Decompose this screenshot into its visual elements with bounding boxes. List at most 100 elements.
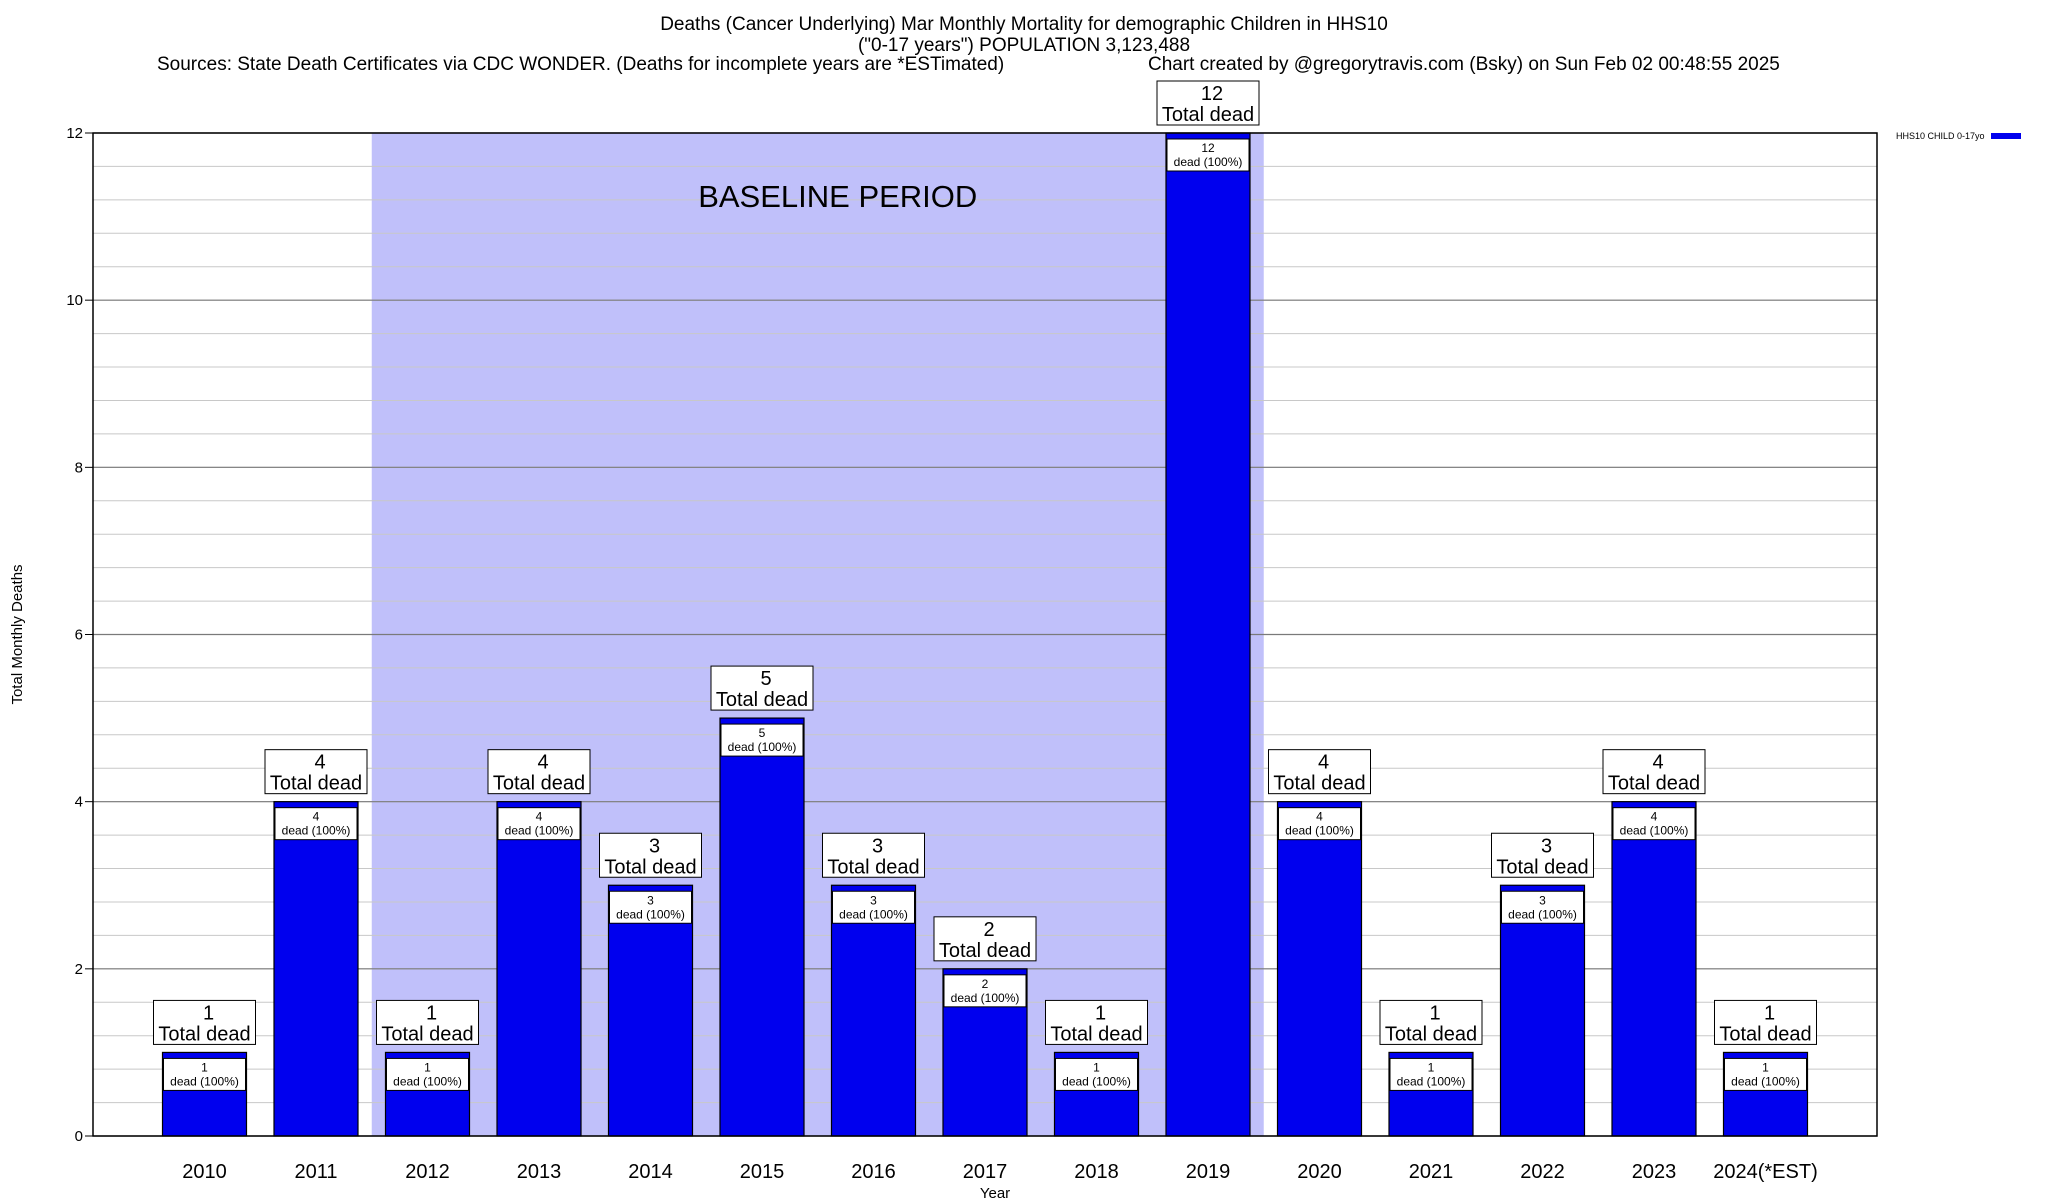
title-line-1: Deaths (Cancer Underlying) Mar Monthly M…: [660, 14, 1388, 35]
inner-label-box: [386, 1057, 469, 1091]
x-tick-label: 2013: [517, 1161, 562, 1183]
x-tick-label: 2015: [740, 1161, 785, 1183]
bar-2015: [719, 717, 805, 1137]
inner-value-label: 2: [982, 977, 989, 991]
x-tick-label: 2021: [1409, 1161, 1454, 1183]
inner-percent-label: dead (100%): [1620, 824, 1689, 838]
total-dead-label: Total dead: [1050, 1023, 1142, 1045]
total-label-box: [1379, 999, 1483, 1045]
x-tick-label: 2019: [1186, 1161, 1231, 1183]
inner-label-box: [1612, 807, 1696, 841]
inner-percent-label: dead (100%): [170, 1074, 239, 1088]
total-label-box: [599, 832, 702, 878]
total-dead-label: Total dead: [1162, 104, 1254, 126]
inner-label-box: [1278, 807, 1361, 841]
inner-percent-label: dead (100%): [951, 991, 1020, 1005]
total-value-label: 1: [426, 1002, 437, 1024]
inner-label-box: [497, 807, 581, 841]
inner-percent-label: dead (100%): [505, 824, 574, 838]
inner-label-box: [274, 807, 358, 841]
inner-percent-label: dead (100%): [728, 740, 797, 754]
x-tick-label: 2024(*EST): [1713, 1161, 1818, 1183]
total-value-label: 4: [537, 752, 548, 774]
inner-value-label: 3: [647, 893, 654, 907]
inner-label-box: [609, 890, 692, 924]
total-dead-label: Total dead: [604, 856, 696, 878]
bar-2016: [830, 884, 917, 1137]
total-value-label: 12: [1201, 83, 1223, 105]
total-label-box: [1268, 749, 1371, 795]
y-tick-label: 8: [75, 459, 83, 476]
x-tick-label: 2011: [294, 1161, 337, 1183]
total-label-box: [1045, 999, 1148, 1045]
x-tick-label: 2020: [1297, 1161, 1342, 1183]
inner-value-label: 4: [1316, 810, 1323, 824]
title-line-2: ("0-17 years") POPULATION 3,123,488: [857, 35, 1191, 56]
x-tick-label: 2016: [851, 1161, 896, 1183]
x-axis-label: Year: [980, 1185, 1010, 1200]
y-tick-label: 4: [75, 794, 83, 811]
y-tick-label: 10: [66, 292, 83, 309]
total-dead-label: Total dead: [381, 1023, 473, 1045]
inner-value-label: 1: [1428, 1060, 1435, 1074]
total-dead-label: Total dead: [716, 689, 808, 711]
inner-percent-label: dead (100%): [1062, 1074, 1131, 1088]
legend: HHS10 CHILD 0-17yo: [1896, 131, 2021, 141]
total-dead-label: Total dead: [939, 940, 1031, 962]
total-dead-label: Total dead: [270, 773, 362, 795]
inner-value-label: 4: [1651, 810, 1658, 824]
inner-value-label: 12: [1201, 141, 1215, 155]
inner-label-box: [1166, 138, 1250, 172]
inner-value-label: 1: [424, 1060, 431, 1074]
total-label-box: [376, 999, 479, 1045]
inner-value-label: 3: [1539, 893, 1546, 907]
inner-label-box: [720, 723, 804, 757]
total-dead-label: Total dead: [1273, 773, 1365, 795]
legend-label: HHS10 CHILD 0-17yo: [1896, 131, 1985, 141]
total-value-label: 1: [1764, 1002, 1775, 1024]
total-label-box: [487, 749, 591, 795]
inner-value-label: 1: [201, 1060, 208, 1074]
inner-value-label: 3: [870, 893, 877, 907]
x-tick-label: 2014: [628, 1161, 673, 1183]
x-tick-label: 2018: [1074, 1161, 1119, 1183]
total-label-box: [1714, 999, 1817, 1045]
inner-value-label: 1: [1762, 1060, 1769, 1074]
inner-value-label: 4: [536, 810, 543, 824]
y-tick-label: 12: [66, 125, 83, 142]
total-label-box: [153, 999, 256, 1045]
inner-value-label: 4: [313, 810, 320, 824]
total-label-box: [822, 832, 925, 878]
total-dead-label: Total dead: [1719, 1023, 1811, 1045]
y-tick-label: 2: [75, 961, 83, 978]
chart-credit: Chart created by @gregorytravis.com (Bsk…: [1148, 54, 1780, 75]
x-tick-label: 2022: [1520, 1161, 1565, 1183]
chart-title: Deaths (Cancer Underlying) Mar Monthly M…: [0, 14, 2048, 56]
inner-percent-label: dead (100%): [1397, 1074, 1466, 1088]
total-value-label: 4: [1652, 752, 1663, 774]
total-value-label: 3: [872, 835, 883, 857]
total-value-label: 5: [760, 668, 771, 690]
inner-value-label: 5: [759, 726, 766, 740]
bar-2011: [273, 801, 359, 1137]
bar-2019: [1165, 132, 1251, 1137]
bar-2022: [1499, 884, 1586, 1137]
total-value-label: 3: [1541, 835, 1552, 857]
inner-percent-label: dead (100%): [1285, 824, 1354, 838]
y-tick-label: 6: [75, 627, 83, 644]
total-dead-label: Total dead: [158, 1023, 250, 1045]
total-value-label: 2: [983, 919, 994, 941]
y-axis-label: Total Monthly Deaths: [9, 564, 26, 704]
total-value-label: 4: [1318, 752, 1329, 774]
total-dead-label: Total dead: [1608, 773, 1700, 795]
inner-percent-label: dead (100%): [1731, 1074, 1800, 1088]
total-value-label: 1: [1095, 1002, 1106, 1024]
x-tick-label: 2023: [1632, 1161, 1677, 1183]
total-dead-label: Total dead: [493, 773, 585, 795]
total-value-label: 4: [314, 752, 325, 774]
inner-percent-label: dead (100%): [393, 1074, 462, 1088]
inner-label-box: [1055, 1057, 1138, 1091]
total-label-box: [1156, 80, 1260, 126]
inner-percent-label: dead (100%): [282, 824, 351, 838]
